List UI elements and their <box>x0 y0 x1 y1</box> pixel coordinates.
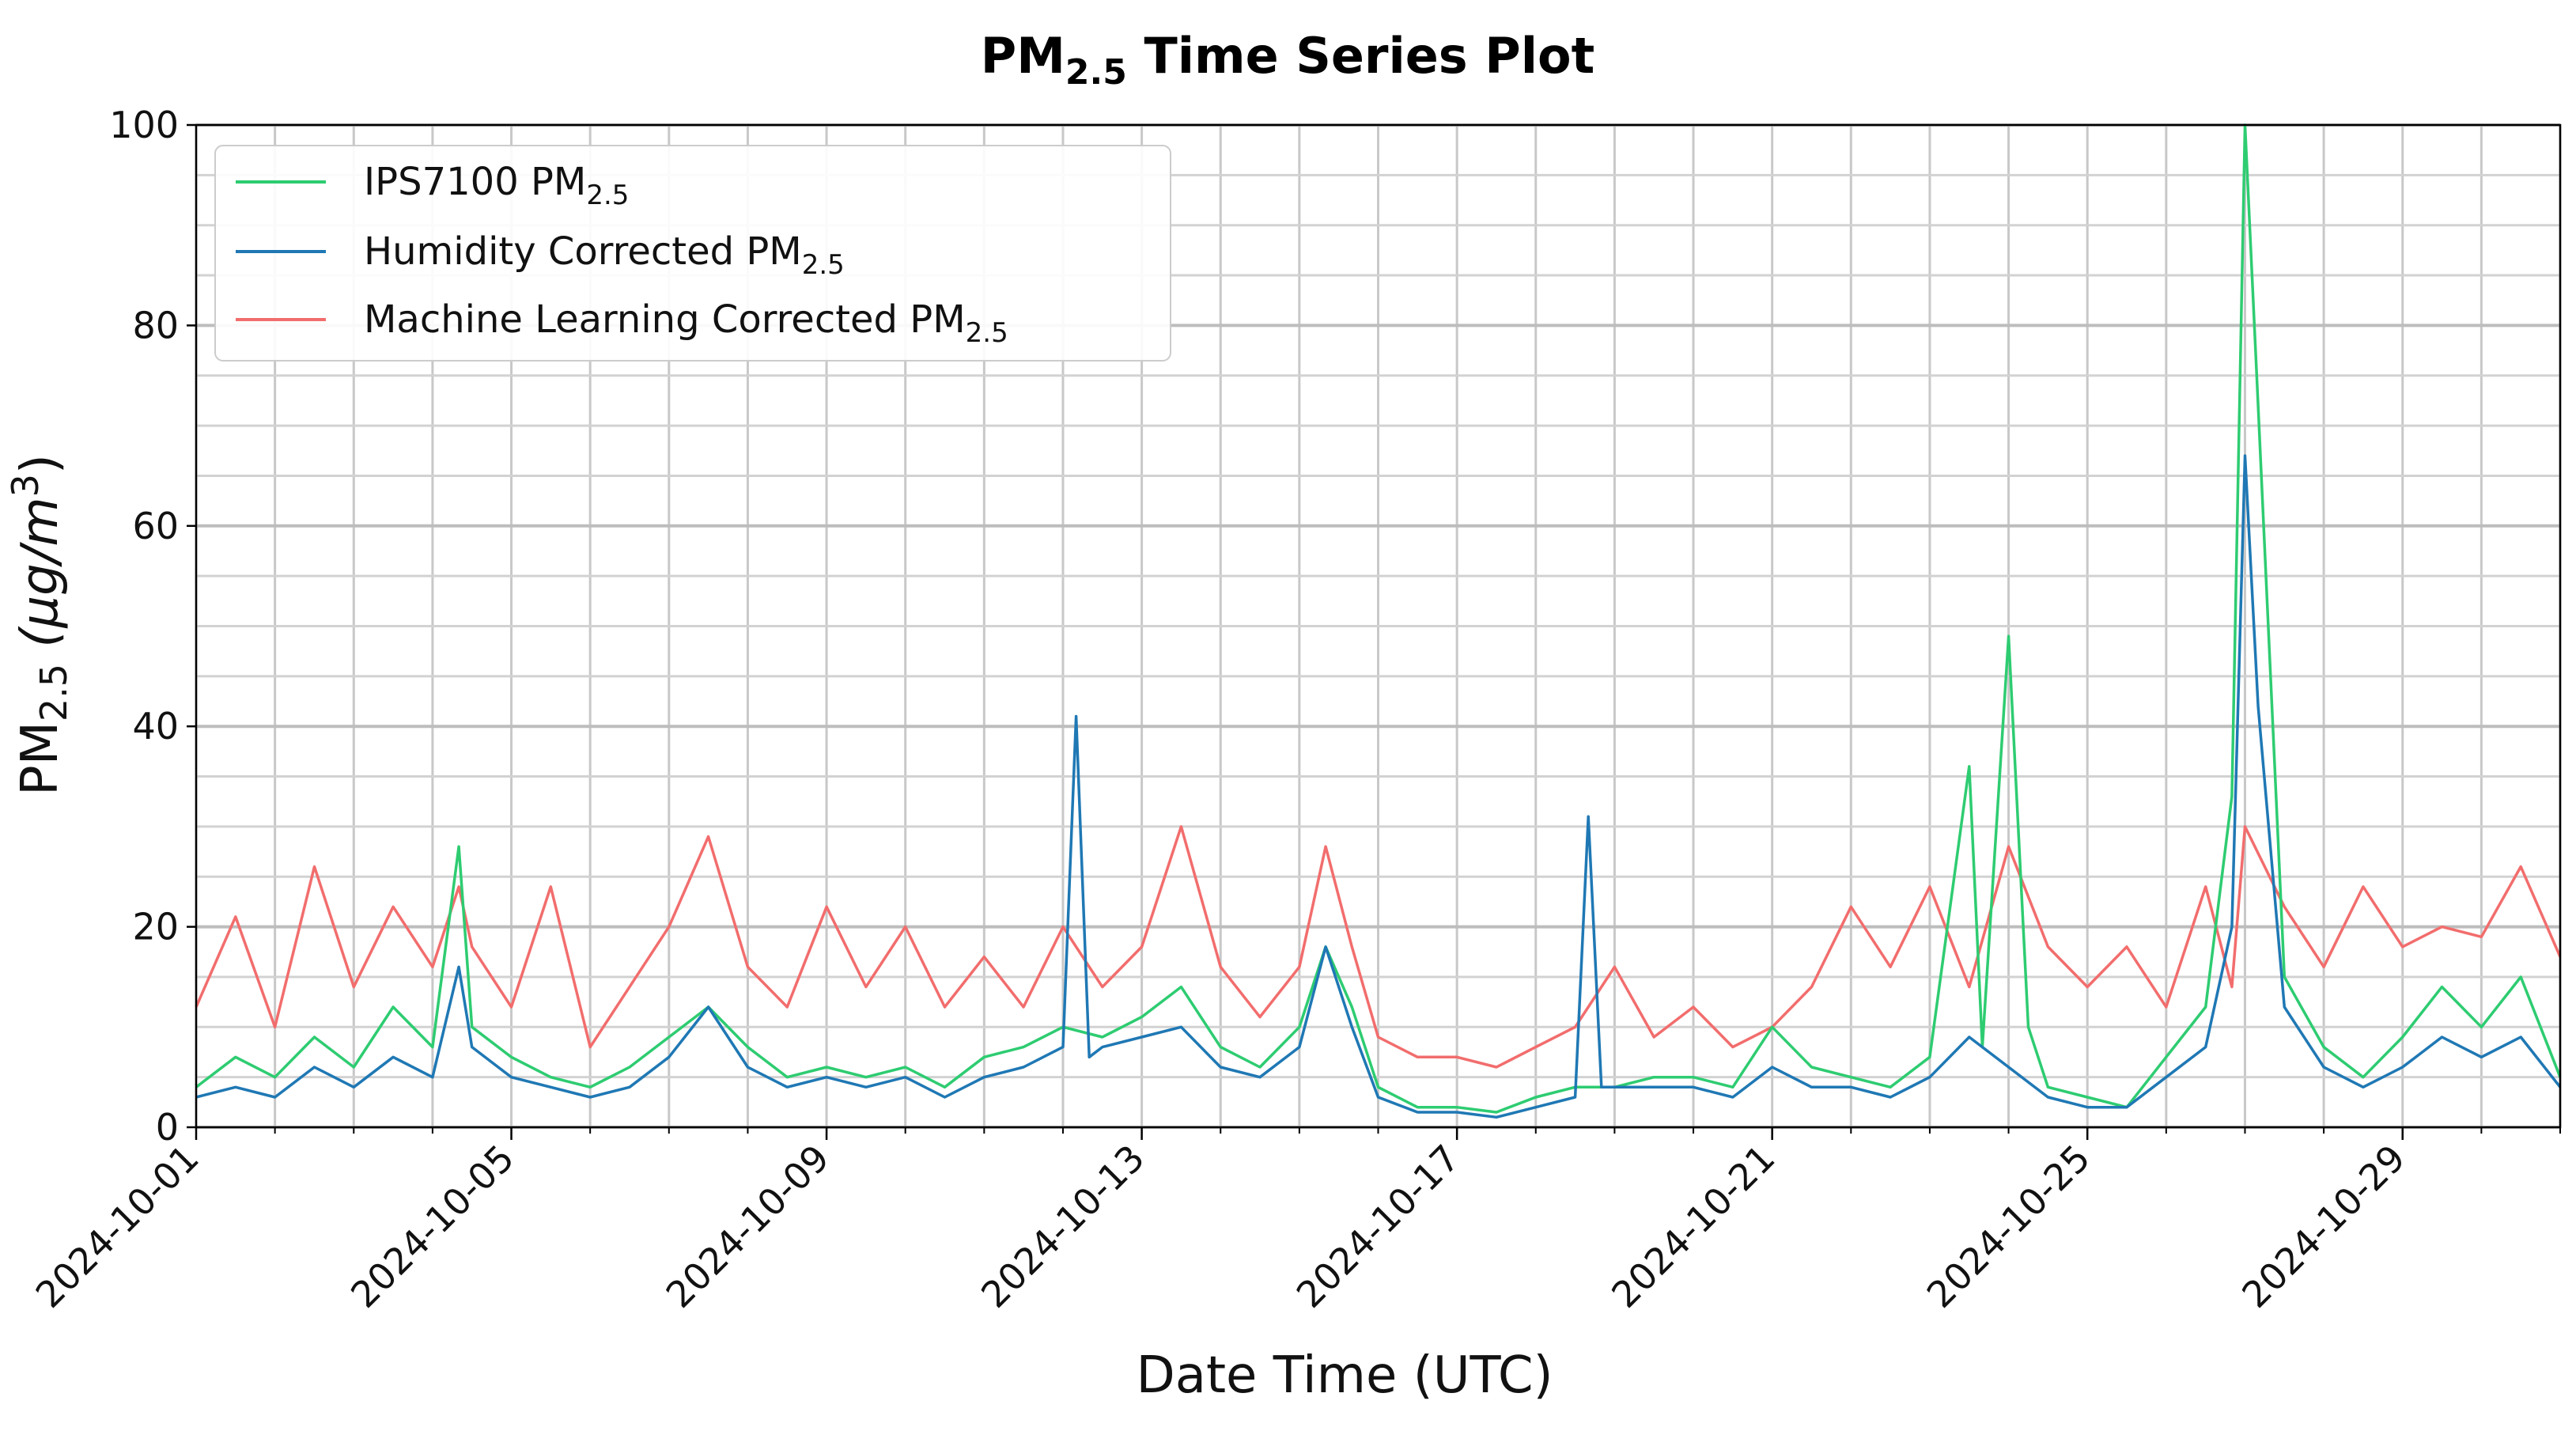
legend-entry-ml-corrected: Machine Learning Corrected PM2.5 <box>236 297 1008 349</box>
legend-entry-ips7100: IPS7100 PM2.5 <box>236 160 629 211</box>
series-line-0 <box>195 123 2562 1114</box>
legend: IPS7100 PM2.5 Humidity Corrected PM2.5 M… <box>214 145 1171 362</box>
legend-label-ml-corrected: Machine Learning Corrected PM2.5 <box>364 297 1008 349</box>
chart-title: PM2.5 Time Series Plot <box>981 27 1594 93</box>
y-tick-label: 60 <box>132 505 179 547</box>
y-tick-label: 20 <box>132 906 179 948</box>
y-axis-ticks: 0 20 40 60 80 100 <box>109 104 196 1149</box>
legend-box <box>214 145 1171 362</box>
y-tick-label: 40 <box>132 705 179 748</box>
y-tick-label: 100 <box>109 104 179 146</box>
series-layer <box>195 123 2562 1119</box>
y-tick-label: 80 <box>132 304 179 346</box>
y-axis-title: PM2.5 (μg/m3) <box>4 454 75 796</box>
y-tick-label: 0 <box>156 1106 179 1149</box>
legend-label-ips7100: IPS7100 PM2.5 <box>364 160 629 211</box>
x-axis-title: Date Time (UTC) <box>1136 1346 1553 1405</box>
legend-entry-humidity-corrected: Humidity Corrected PM2.5 <box>236 229 845 281</box>
legend-label-humidity-corrected: Humidity Corrected PM2.5 <box>364 229 845 281</box>
series-line-2 <box>195 825 2562 1069</box>
series-line-1 <box>195 454 2562 1119</box>
